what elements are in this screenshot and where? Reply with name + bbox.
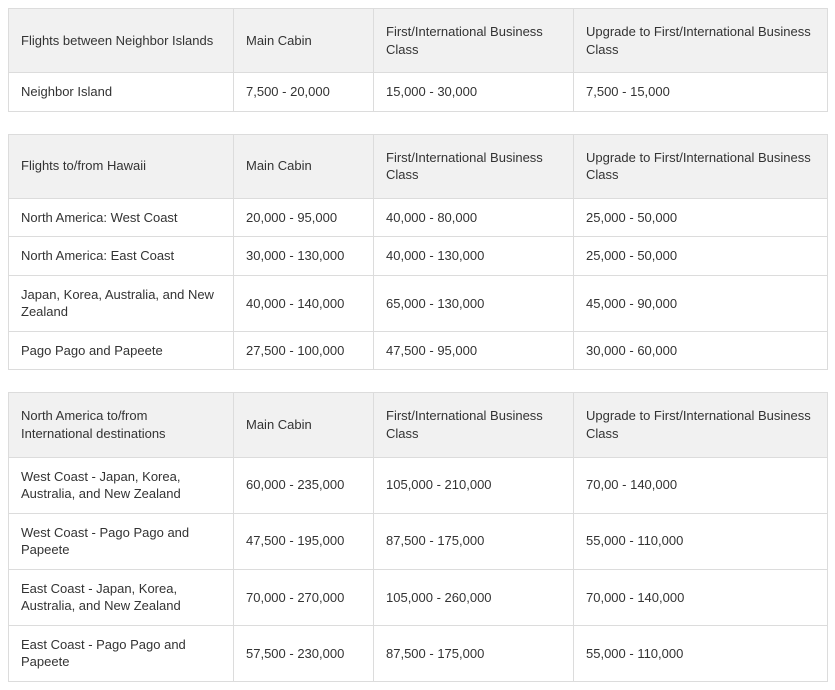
table-cell: 40,000 - 140,000	[234, 275, 374, 331]
table-cell: 105,000 - 210,000	[374, 457, 574, 513]
table-header-cell: Main Cabin	[234, 393, 374, 457]
table-cell: East Coast - Japan, Korea, Australia, an…	[9, 569, 234, 625]
table-cell: 20,000 - 95,000	[234, 198, 374, 237]
table-header-cell: Main Cabin	[234, 9, 374, 73]
table-header-cell: First/International Business Class	[374, 9, 574, 73]
table-cell: 7,500 - 20,000	[234, 73, 374, 112]
table-header-cell: Flights to/from Hawaii	[9, 134, 234, 198]
table-row: Neighbor Island 7,500 - 20,000 15,000 - …	[9, 73, 828, 112]
table-cell: North America: East Coast	[9, 237, 234, 276]
table-cell: Neighbor Island	[9, 73, 234, 112]
table-cell: 7,500 - 15,000	[574, 73, 828, 112]
table-cell: West Coast - Pago Pago and Papeete	[9, 513, 234, 569]
table-north-america-intl: North America to/from International dest…	[8, 392, 828, 681]
table-cell: 25,000 - 50,000	[574, 198, 828, 237]
table-row: Pago Pago and Papeete 27,500 - 100,000 4…	[9, 331, 828, 370]
table-cell: 40,000 - 130,000	[374, 237, 574, 276]
table-header-cell: Upgrade to First/International Business …	[574, 9, 828, 73]
table-cell: East Coast - Pago Pago and Papeete	[9, 625, 234, 681]
table-row: North America: East Coast 30,000 - 130,0…	[9, 237, 828, 276]
table-cell: 70,00 - 140,000	[574, 457, 828, 513]
table-header-row: Flights between Neighbor Islands Main Ca…	[9, 9, 828, 73]
table-cell: 25,000 - 50,000	[574, 237, 828, 276]
table-cell: 87,500 - 175,000	[374, 625, 574, 681]
table-cell: 70,000 - 270,000	[234, 569, 374, 625]
table-cell: 27,500 - 100,000	[234, 331, 374, 370]
table-row: West Coast - Japan, Korea, Australia, an…	[9, 457, 828, 513]
table-neighbor-islands: Flights between Neighbor Islands Main Ca…	[8, 8, 828, 112]
table-cell: 30,000 - 130,000	[234, 237, 374, 276]
table-hawaii: Flights to/from Hawaii Main Cabin First/…	[8, 134, 828, 371]
table-cell: 57,500 - 230,000	[234, 625, 374, 681]
table-cell: 30,000 - 60,000	[574, 331, 828, 370]
table-cell: Pago Pago and Papeete	[9, 331, 234, 370]
table-cell: 40,000 - 80,000	[374, 198, 574, 237]
table-header-cell: First/International Business Class	[374, 393, 574, 457]
table-row: North America: West Coast 20,000 - 95,00…	[9, 198, 828, 237]
table-header-cell: Main Cabin	[234, 134, 374, 198]
table-header-cell: Upgrade to First/International Business …	[574, 393, 828, 457]
table-cell: 55,000 - 110,000	[574, 513, 828, 569]
award-chart-tables: Flights between Neighbor Islands Main Ca…	[8, 8, 827, 682]
table-cell: 65,000 - 130,000	[374, 275, 574, 331]
table-header-cell: First/International Business Class	[374, 134, 574, 198]
table-cell: 70,000 - 140,000	[574, 569, 828, 625]
table-cell: 45,000 - 90,000	[574, 275, 828, 331]
table-row: West Coast - Pago Pago and Papeete 47,50…	[9, 513, 828, 569]
table-header-cell: Upgrade to First/International Business …	[574, 134, 828, 198]
table-spacer	[8, 112, 827, 134]
table-cell: 47,500 - 95,000	[374, 331, 574, 370]
table-cell: 60,000 - 235,000	[234, 457, 374, 513]
table-cell: North America: West Coast	[9, 198, 234, 237]
table-cell: 15,000 - 30,000	[374, 73, 574, 112]
table-header-cell: North America to/from International dest…	[9, 393, 234, 457]
table-cell: 105,000 - 260,000	[374, 569, 574, 625]
table-header-row: Flights to/from Hawaii Main Cabin First/…	[9, 134, 828, 198]
table-row: Japan, Korea, Australia, and New Zealand…	[9, 275, 828, 331]
table-cell: 87,500 - 175,000	[374, 513, 574, 569]
table-row: East Coast - Pago Pago and Papeete 57,50…	[9, 625, 828, 681]
table-header-row: North America to/from International dest…	[9, 393, 828, 457]
table-cell: 47,500 - 195,000	[234, 513, 374, 569]
table-cell: Japan, Korea, Australia, and New Zealand	[9, 275, 234, 331]
table-cell: 55,000 - 110,000	[574, 625, 828, 681]
table-cell: West Coast - Japan, Korea, Australia, an…	[9, 457, 234, 513]
table-header-cell: Flights between Neighbor Islands	[9, 9, 234, 73]
table-spacer	[8, 370, 827, 392]
table-row: East Coast - Japan, Korea, Australia, an…	[9, 569, 828, 625]
